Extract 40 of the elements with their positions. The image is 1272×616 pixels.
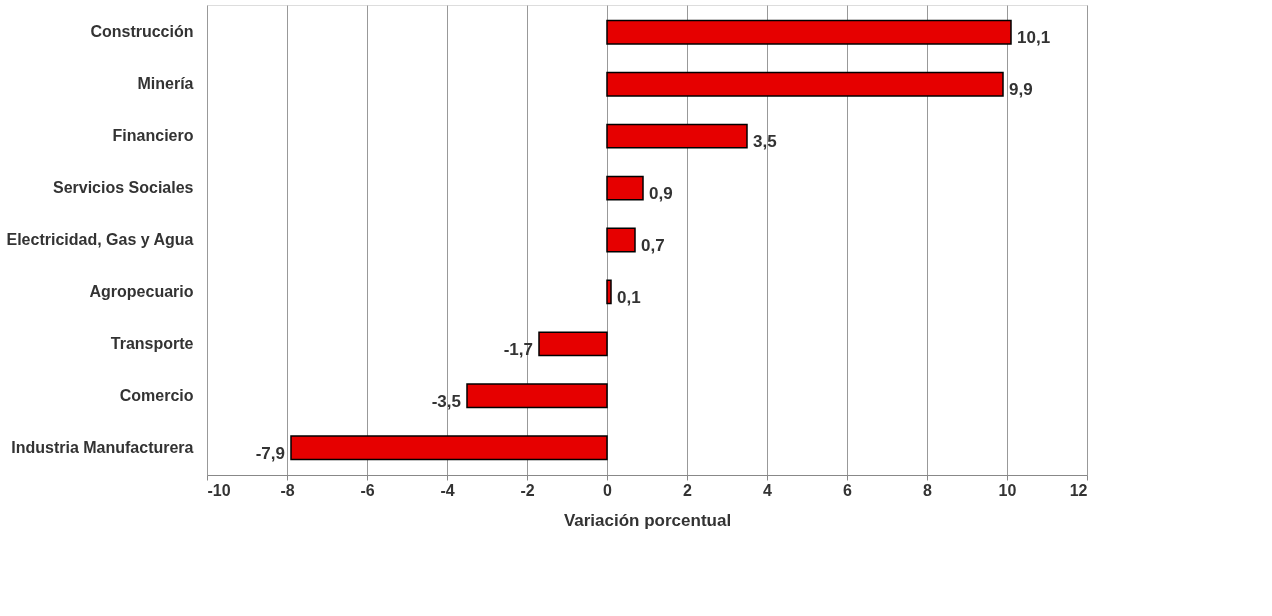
bar [606,19,1012,45]
bar [606,279,612,305]
data-label: 0,9 [649,184,673,204]
x-tick-label: 10 [998,481,1017,499]
x-tick-label: 6 [843,481,853,499]
x-tick-label: 2 [683,481,693,499]
bar [606,227,636,253]
data-label: -1,7 [503,339,533,359]
data-label: 9,9 [1009,80,1033,100]
data-label: 10,1 [1017,28,1051,48]
x-tick-label: 4 [763,481,773,499]
x-tick-label: -8 [280,481,295,499]
y-tick-label: Transporte [110,334,194,352]
bar [538,331,608,357]
bar [606,175,644,201]
data-label: -7,9 [255,443,285,463]
y-tick-label: Agropecuario [89,282,194,300]
data-label: -3,5 [431,391,461,411]
y-tick-label: Electricidad, Gas y Agua [6,231,194,248]
x-tick-label: 0 [603,481,613,499]
bar [606,123,748,149]
x-tick-label: 12 [1069,481,1088,499]
bar [466,383,608,409]
x-axis-title: Variación porcentual [563,510,732,530]
y-tick-label: Industria Manufacturera [11,438,194,456]
bar [606,71,1004,97]
x-tick-label: -6 [360,481,375,499]
y-tick-label: Construcción [90,23,194,41]
x-tick-label: 8 [923,481,933,499]
y-tick-label: Financiero [112,127,194,145]
y-tick-label: Minería [137,75,194,93]
y-tick-label: Servicios Sociales [52,179,194,197]
data-label: 0,7 [641,236,665,255]
y-tick-label: Comercio [119,386,194,404]
bar [290,435,608,461]
data-label: 3,5 [753,132,777,152]
x-tick-label: -2 [520,481,535,499]
x-tick-label: -10 [207,481,231,499]
x-tick-label: -4 [440,481,455,499]
data-label: 0,1 [617,287,641,307]
